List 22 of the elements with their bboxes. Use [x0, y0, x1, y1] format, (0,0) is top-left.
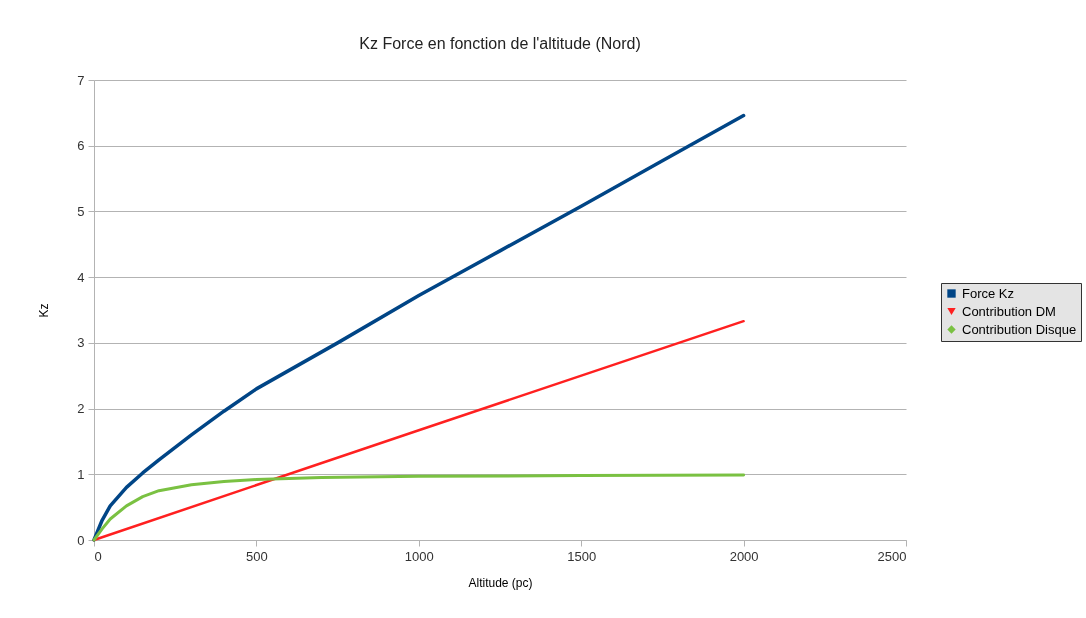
x-tick-label: 2000 [729, 548, 759, 564]
y-tick-label: 1 [77, 466, 85, 482]
y-tick-label: 7 [77, 72, 85, 88]
x-tick-label: 0 [94, 548, 102, 564]
y-tick-label: 2 [77, 401, 85, 417]
y-tick-label: 0 [77, 532, 85, 548]
y-tick-label: 3 [77, 335, 85, 351]
y-tick-label: 4 [77, 269, 85, 285]
x-tick-label: 500 [246, 548, 268, 564]
y-tick-label: 5 [77, 203, 85, 219]
chart-title: Kz Force en fonction de l'altitude (Nord) [359, 35, 641, 52]
x-tick-label: 1000 [404, 548, 434, 564]
line-series [92, 113, 746, 542]
line-series [92, 473, 746, 542]
x-axis-title: Altitude (pc) [468, 575, 533, 590]
legend-label: Contribution Disque [962, 321, 1077, 337]
x-tick-label: 1500 [567, 548, 597, 564]
legend-label: Force Kz [962, 285, 1015, 301]
legend-label: Contribution DM [962, 303, 1056, 319]
x-tick-label: 2500 [877, 548, 907, 564]
y-tick-label: 6 [77, 138, 85, 154]
y-axis-title: Kz [37, 303, 52, 318]
